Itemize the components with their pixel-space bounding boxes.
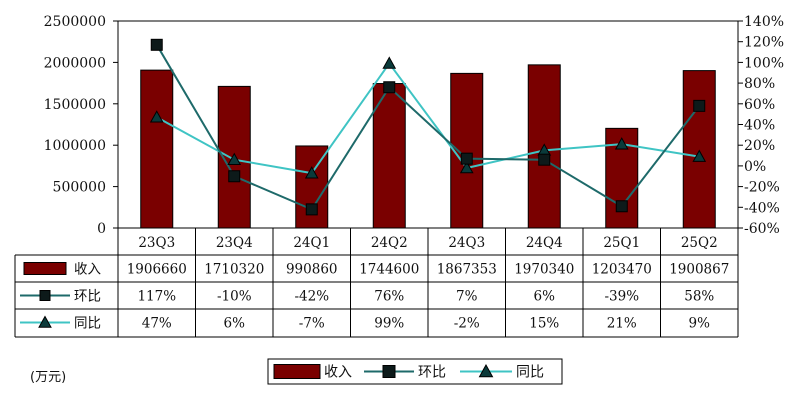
point-yoy (382, 56, 397, 69)
point-yoy (459, 160, 474, 174)
x-tick-label: 24Q3 (448, 235, 485, 251)
point-qoq (305, 203, 318, 216)
x-tick-label: 24Q2 (371, 235, 408, 251)
table-cell-value: 21% (607, 316, 637, 332)
line-yoy (156, 61, 700, 175)
y-right-tick-label: 80% (744, 76, 775, 92)
point-qoq (693, 99, 706, 112)
table-cell-value: -42% (294, 289, 329, 305)
table-cell-value: 6% (534, 289, 556, 305)
bar-revenue (372, 83, 406, 229)
table-cell-value: 15% (529, 316, 559, 332)
table-cell-value: 117% (137, 289, 176, 305)
y-right-tick-label: -40% (744, 200, 780, 216)
x-tick-label: 25Q1 (603, 235, 640, 251)
x-tick-label: 24Q4 (526, 235, 563, 251)
table-cell-value: -39% (604, 289, 639, 305)
point-qoq (150, 38, 163, 51)
point-yoy (304, 166, 319, 179)
y-right-tick-label: -20% (744, 180, 780, 196)
table-key-qoq-marker (39, 290, 51, 301)
table-cell-value: 47% (142, 316, 172, 332)
table-cell-value: 7% (456, 289, 478, 305)
y-right-tick-label: 120% (744, 35, 784, 51)
table-cell-value: 58% (684, 289, 714, 305)
x-tick-label: 25Q2 (681, 235, 718, 251)
table-cell-value: 1906660 (127, 262, 187, 278)
table-cell-value: 9% (689, 316, 711, 332)
table-cell-value: 99% (374, 316, 404, 332)
y-right-tick-label: 0% (744, 159, 766, 175)
legend-label-yoy: 同比 (516, 365, 544, 381)
table-cell-value: 1710320 (204, 262, 264, 278)
table-cell-value: 1867353 (437, 262, 497, 278)
table-cell-value: 76% (374, 289, 404, 305)
table-key-revenue (23, 262, 67, 275)
table-cell-value: -7% (299, 316, 325, 332)
table-key-yoy-marker (38, 315, 52, 328)
table-cell-value: 1970340 (514, 262, 574, 278)
point-yoy (149, 110, 164, 123)
point-qoq (615, 200, 628, 213)
bar-revenue (682, 70, 716, 229)
y-right-tick-label: -60% (744, 221, 780, 237)
legend-key-qoq-marker (382, 365, 396, 378)
legend-label-qoq: 环比 (418, 365, 446, 381)
x-tick-label: 23Q3 (138, 235, 175, 251)
table-cell-value: 1203470 (592, 262, 652, 278)
table-cell-value: -10% (217, 289, 252, 305)
bar-revenue (140, 69, 174, 229)
point-qoq (228, 170, 241, 183)
legend-label-revenue: 收入 (324, 365, 352, 381)
bar-revenue (450, 72, 484, 229)
y-left-tick-label: 2000000 (44, 55, 106, 71)
x-tick-label: 23Q4 (216, 235, 253, 251)
table-series-name: 同比 (74, 316, 101, 332)
table-series-name: 收入 (74, 262, 101, 278)
plot-area (117, 20, 739, 229)
point-qoq (383, 81, 396, 94)
point-yoy (227, 152, 242, 165)
table-cell-value: 6% (224, 316, 246, 332)
unit-label: (万元) (30, 370, 66, 385)
point-qoq (460, 152, 473, 165)
legend-key-yoy-marker (478, 363, 494, 378)
y-right-tick-label: 20% (744, 138, 775, 154)
point-yoy (614, 137, 629, 150)
line-qoq (155, 44, 701, 211)
y-right-tick-label: 100% (744, 55, 784, 71)
y-right-tick-label: 140% (744, 14, 784, 30)
y-left-tick-label: 1000000 (44, 138, 106, 154)
point-yoy (692, 149, 707, 162)
table-series-name: 环比 (74, 289, 101, 305)
y-right-tick-label: 60% (744, 97, 775, 113)
y-left-tick-label: 500000 (53, 180, 106, 196)
legend-key-revenue (273, 364, 321, 379)
y-left-tick-label: 1500000 (44, 97, 106, 113)
y-left-tick-label: 2500000 (44, 14, 106, 30)
table-cell-value: -2% (454, 316, 480, 332)
table-cell-value: 1744600 (359, 262, 419, 278)
table-cell-value: 1900867 (669, 262, 729, 278)
table-cell-value: 990860 (286, 262, 338, 278)
x-tick-label: 24Q1 (293, 235, 330, 251)
y-left-tick-label: 0 (97, 221, 106, 237)
point-qoq (538, 153, 551, 166)
y-right-tick-label: 40% (744, 118, 775, 134)
